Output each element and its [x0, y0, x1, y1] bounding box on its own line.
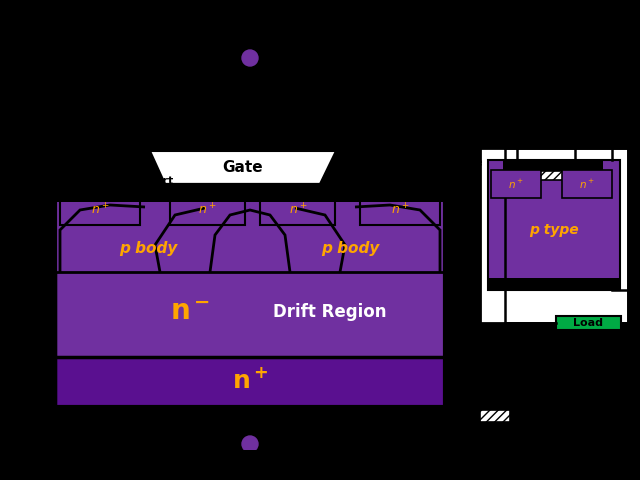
Text: Load: Load: [573, 318, 603, 328]
Text: $V_{GS}$: $V_{GS}$: [479, 111, 500, 127]
Text: Drain: Drain: [220, 446, 280, 466]
FancyBboxPatch shape: [503, 171, 603, 180]
Circle shape: [242, 50, 258, 66]
FancyBboxPatch shape: [556, 316, 621, 330]
FancyBboxPatch shape: [503, 160, 603, 171]
Text: Gate: Gate: [588, 134, 621, 147]
FancyBboxPatch shape: [260, 200, 335, 225]
FancyBboxPatch shape: [480, 148, 628, 323]
FancyBboxPatch shape: [0, 0, 640, 30]
Text: $\mathbf{n^-}$: $\mathbf{n^-}$: [170, 299, 210, 325]
Text: Drift Region: Drift Region: [273, 303, 387, 321]
Text: Body Source Short: Body Source Short: [57, 176, 173, 186]
Text: $\mathbf{n^+}$: $\mathbf{n^+}$: [232, 369, 268, 394]
FancyBboxPatch shape: [488, 160, 620, 290]
Text: p type: p type: [529, 223, 579, 237]
Text: $n^+$: $n^+$: [91, 203, 109, 217]
Text: Source: Source: [437, 156, 483, 169]
FancyBboxPatch shape: [55, 185, 445, 202]
FancyBboxPatch shape: [55, 355, 445, 407]
FancyBboxPatch shape: [360, 200, 440, 225]
FancyBboxPatch shape: [480, 390, 510, 402]
FancyBboxPatch shape: [55, 270, 445, 357]
Circle shape: [242, 436, 258, 452]
Text: p body: p body: [321, 240, 379, 255]
Text: $n^+$: $n^+$: [508, 178, 524, 191]
Text: $n^+$: $n^+$: [390, 203, 410, 217]
FancyBboxPatch shape: [491, 170, 541, 198]
Text: $n^+$: $n^+$: [579, 178, 595, 191]
FancyBboxPatch shape: [60, 200, 140, 225]
Polygon shape: [140, 148, 345, 186]
Text: - Oxide: - Oxide: [515, 409, 564, 422]
FancyBboxPatch shape: [0, 450, 640, 480]
Text: $n^+$: $n^+$: [289, 203, 307, 217]
FancyBboxPatch shape: [55, 200, 445, 272]
Text: Gate: Gate: [223, 159, 263, 175]
Text: Power MOSFET:: Power MOSFET:: [18, 75, 190, 95]
Text: Source: Source: [215, 35, 285, 53]
Text: - Metal: - Metal: [515, 389, 564, 403]
Text: p body: p body: [119, 240, 177, 255]
Text: $n^+$: $n^+$: [198, 203, 216, 217]
FancyBboxPatch shape: [140, 140, 350, 152]
FancyBboxPatch shape: [168, 173, 318, 187]
Text: Drain: Drain: [630, 156, 640, 169]
Polygon shape: [150, 151, 336, 184]
FancyBboxPatch shape: [480, 410, 510, 422]
FancyBboxPatch shape: [488, 278, 620, 290]
FancyBboxPatch shape: [562, 170, 612, 198]
FancyBboxPatch shape: [170, 200, 245, 225]
Text: Structure:: Structure:: [18, 48, 154, 72]
Text: $V_{DD}$: $V_{DD}$: [500, 350, 522, 366]
